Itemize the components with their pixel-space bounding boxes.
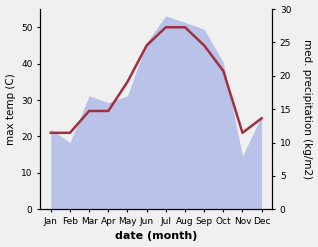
Y-axis label: med. precipitation (kg/m2): med. precipitation (kg/m2)	[302, 39, 313, 179]
X-axis label: date (month): date (month)	[115, 231, 197, 242]
Y-axis label: max temp (C): max temp (C)	[5, 73, 16, 145]
